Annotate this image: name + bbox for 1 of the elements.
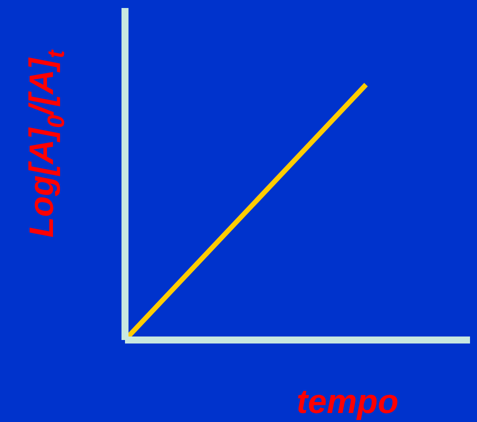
x-axis-title: tempo: [296, 382, 398, 421]
